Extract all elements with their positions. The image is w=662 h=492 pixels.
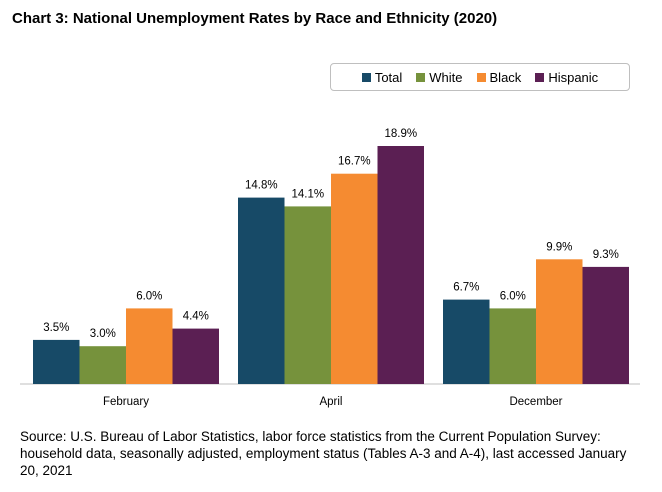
chart-title: Chart 3: National Unemployment Rates by …: [12, 10, 498, 27]
bar-black-december: [536, 259, 583, 384]
data-label-total-april: 14.8%: [245, 180, 278, 192]
data-label-black-december: 9.9%: [546, 241, 572, 253]
source-note: Source: U.S. Bureau of Labor Statistics,…: [20, 429, 627, 478]
data-label-white-february: 3.0%: [90, 328, 116, 340]
bar-white-april: [284, 206, 331, 384]
data-label-black-april: 16.7%: [338, 156, 371, 168]
legend-item-black: Black: [476, 69, 522, 85]
data-label-hispanic-december: 9.3%: [593, 249, 619, 261]
legend-item-total: Total: [361, 69, 403, 85]
bar-black-february: [126, 308, 173, 384]
legend-swatch-black: [476, 72, 486, 82]
bar-white-february: [79, 346, 126, 384]
data-label-hispanic-april: 18.9%: [384, 128, 417, 140]
bar-hispanic-april: [377, 146, 424, 384]
data-label-total-december: 6.7%: [453, 282, 479, 294]
legend-swatch-hispanic: [535, 72, 545, 82]
legend-swatch-white: [416, 72, 426, 82]
data-label-black-february: 6.0%: [136, 290, 162, 302]
legend-swatch-total: [361, 72, 371, 82]
bar-white-december: [489, 308, 536, 384]
bar-total-february: [33, 339, 80, 384]
bar-total-april: [238, 197, 285, 384]
legend-label-total: Total: [374, 69, 403, 85]
data-label-total-february: 3.5%: [43, 322, 69, 334]
legend-label-hispanic: Hispanic: [548, 69, 599, 85]
legend: Total White Black Hispanic: [330, 63, 630, 91]
bar-hispanic-december: [582, 266, 629, 384]
legend-item-white: White: [416, 69, 463, 85]
legend-item-hispanic: Hispanic: [535, 70, 598, 85]
legend-label-white: White: [429, 69, 463, 85]
data-label-white-april: 14.1%: [291, 188, 324, 200]
data-label-white-december: 6.0%: [500, 290, 526, 302]
x-tick-label-december: December: [509, 396, 562, 408]
bar-total-december: [443, 299, 490, 384]
data-label-hispanic-february: 4.4%: [183, 311, 209, 323]
legend-label-black: Black: [489, 69, 522, 85]
x-tick-label-april: April: [319, 396, 342, 408]
bar-black-april: [331, 173, 378, 384]
bar-hispanic-february: [172, 328, 219, 384]
x-tick-label-february: February: [103, 396, 149, 408]
